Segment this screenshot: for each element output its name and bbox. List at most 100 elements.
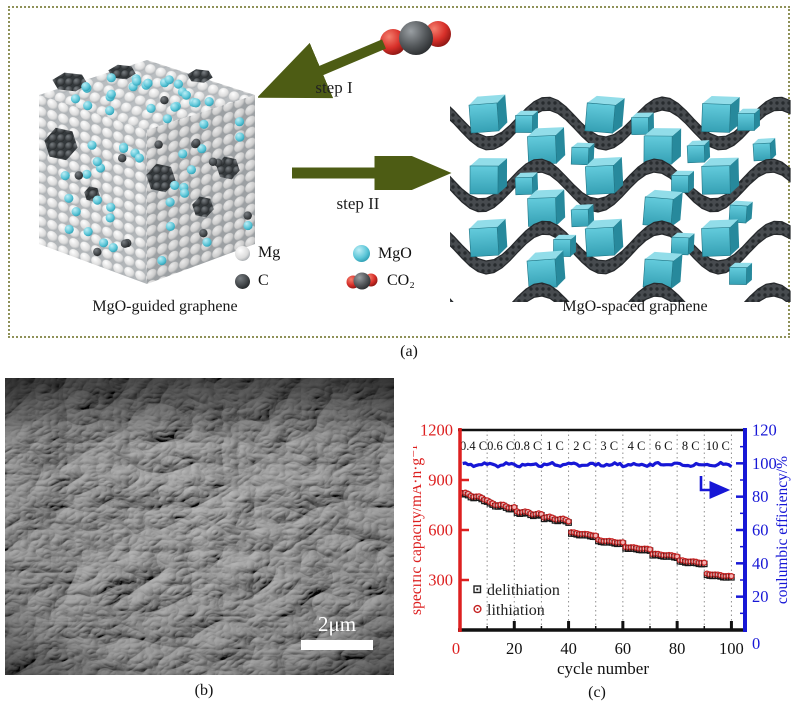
legend-item-mgo: MgO	[352, 244, 412, 263]
mgo-cube	[701, 95, 740, 133]
mgo-dot	[64, 193, 74, 203]
rate-label: 2 C	[573, 439, 591, 453]
mgo-cube	[737, 108, 760, 131]
mgo-dot	[64, 224, 74, 234]
co2-molecule	[380, 21, 451, 55]
legend-item-c: C	[234, 272, 269, 290]
graphene-patch	[187, 69, 213, 83]
legend-item-co2: CO₂	[344, 271, 415, 291]
mgo-cube	[642, 251, 683, 290]
mgo-guided-graphene-cube	[39, 60, 255, 284]
cube-right-face	[147, 95, 255, 284]
rate-label: 0.6 C	[487, 439, 514, 453]
graphene-sheet	[450, 158, 791, 213]
mgo-cube	[570, 204, 595, 228]
mgo-dot	[82, 169, 92, 179]
mgo-cube	[642, 189, 683, 228]
right-tick-label: 100	[752, 454, 777, 473]
mgo-cube	[686, 140, 711, 164]
left-tick-label: 600	[428, 521, 453, 540]
mgo-dot	[197, 144, 207, 154]
mgo-dot	[202, 237, 212, 247]
cube-shading	[147, 95, 255, 284]
panel-b-sem-image: 2μm	[5, 378, 394, 675]
carbon-dot	[120, 239, 130, 248]
mgo-cube	[728, 200, 753, 224]
lithiation-point	[701, 559, 708, 566]
left-tick-label: 1200	[420, 421, 453, 440]
legend-label: MgO	[378, 244, 412, 262]
rate-label: 6 C	[655, 439, 673, 453]
x-axis-title: cycle number	[557, 659, 649, 678]
scale-bar	[301, 640, 373, 650]
mgo-dot	[83, 101, 93, 111]
mgo-cube	[514, 172, 539, 196]
panel-b-label: (b)	[194, 682, 214, 699]
mgo-dot	[180, 188, 190, 198]
x-tick-label: 60	[615, 639, 632, 658]
mgo-cube	[701, 219, 740, 257]
mgo-cube	[584, 95, 625, 134]
lithiation-point	[728, 572, 735, 580]
graphene-patch	[44, 127, 78, 161]
mgo-dot	[108, 243, 118, 253]
carbon-dot	[160, 96, 169, 105]
right-tick-label: 0	[752, 634, 760, 653]
carbon-dot	[93, 247, 102, 257]
left-tick-label: 300	[428, 571, 453, 590]
carbon-dot	[118, 154, 127, 163]
mgo-dot	[105, 106, 115, 116]
mgo-cube	[729, 262, 753, 285]
step2-label: step II	[336, 194, 380, 213]
mgo-dot	[181, 90, 191, 100]
mgo-dot	[170, 102, 180, 112]
mgo-cube	[752, 137, 777, 162]
mgo-dot	[119, 143, 129, 153]
mgo-dot	[71, 207, 81, 217]
carbon-dot	[208, 157, 218, 166]
legend-circle-marker	[473, 604, 482, 614]
right-structure-caption: MgO-spaced graphene	[562, 298, 708, 315]
graphene-patch	[52, 72, 88, 92]
efficiency-line	[462, 460, 733, 469]
legend-label: CO₂	[387, 272, 415, 289]
mgo-dot	[83, 227, 93, 237]
panel-a-schematic: step I step II Mg C MgO	[8, 6, 791, 338]
rate-capability-chart: 0.4 C 0.6 C 0.8 C 1 C 2 C 3 C 4 C 6 C 8 C 10 C 0 30…	[413, 421, 791, 679]
rate-label: 0.4 C	[460, 439, 487, 453]
carbon-dot	[74, 171, 83, 180]
step1-label: step I	[315, 78, 353, 97]
carbon-dot	[243, 211, 252, 220]
mgo-dot	[99, 238, 109, 248]
graphene-sheet	[450, 220, 791, 275]
x-tick-label: 80	[669, 639, 686, 658]
graphene-sheet	[450, 282, 791, 302]
mgo-cube	[527, 189, 566, 227]
legend-label: C	[258, 272, 269, 289]
mgo-dot	[106, 89, 116, 99]
scale-bar-label: 2μm	[317, 612, 357, 636]
mgo-cube	[584, 156, 624, 196]
rate-label: 1 C	[546, 439, 564, 453]
rate-label: 3 C	[600, 439, 618, 453]
mgo-dot	[164, 75, 174, 85]
mgo-dot	[106, 73, 116, 83]
legend-lithiation-label: lithiation	[487, 602, 545, 619]
mg-sphere-icon	[235, 245, 250, 261]
x-tick-label: 20	[506, 639, 523, 658]
graphene-sheet	[450, 96, 791, 151]
graphene-patch	[192, 196, 214, 218]
mgo-dot	[199, 119, 209, 129]
mgo-dot	[87, 140, 97, 150]
mgo-dot	[70, 94, 81, 104]
step2-arrow-icon	[292, 156, 452, 190]
legend-label: Mg	[258, 244, 281, 261]
mgo-dot	[204, 97, 214, 107]
legend-square-dot	[476, 588, 479, 591]
rate-label: 10 C	[706, 439, 730, 453]
legend-item-mg: Mg	[234, 244, 280, 262]
mgo-cube	[584, 218, 624, 258]
left-axis-title: specific capacity/mA·h·g⁻¹	[413, 445, 425, 615]
right-tick-label: 80	[752, 487, 769, 506]
